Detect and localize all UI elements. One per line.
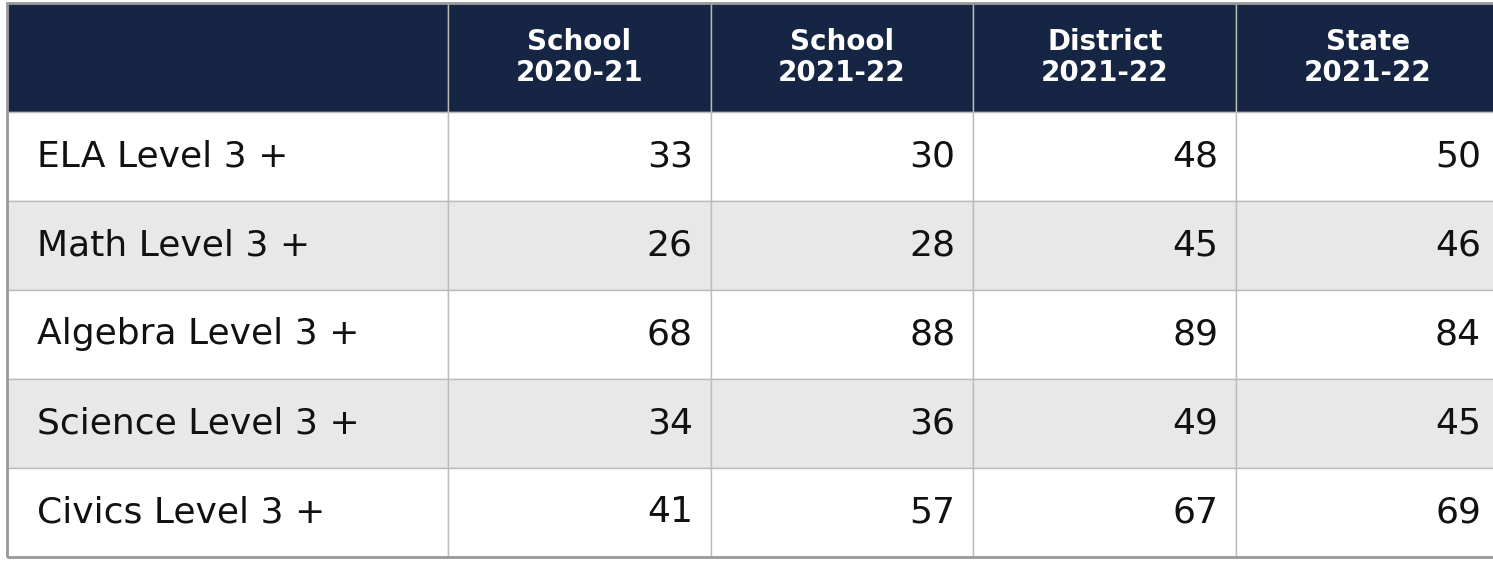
Text: 46: 46 bbox=[1435, 229, 1481, 263]
Bar bbox=[711, 112, 973, 201]
Bar bbox=[973, 290, 1236, 379]
Text: 68: 68 bbox=[646, 318, 693, 352]
Bar bbox=[1236, 201, 1493, 290]
Text: 49: 49 bbox=[1172, 406, 1218, 440]
Bar bbox=[711, 468, 973, 557]
Bar bbox=[7, 468, 448, 557]
Text: 48: 48 bbox=[1172, 140, 1218, 174]
Bar bbox=[1236, 468, 1493, 557]
Bar bbox=[7, 290, 448, 379]
Text: 30: 30 bbox=[909, 140, 956, 174]
Bar bbox=[7, 3, 448, 112]
Bar bbox=[448, 379, 711, 468]
Bar bbox=[1236, 379, 1493, 468]
Bar bbox=[448, 468, 711, 557]
Text: 34: 34 bbox=[646, 406, 693, 440]
Text: District: District bbox=[1047, 28, 1163, 56]
Text: School: School bbox=[790, 28, 894, 56]
Text: ELA Level 3 +: ELA Level 3 + bbox=[37, 140, 288, 174]
Text: 69: 69 bbox=[1435, 495, 1481, 529]
Bar bbox=[711, 379, 973, 468]
Text: 2021-22: 2021-22 bbox=[1041, 59, 1169, 87]
Bar bbox=[7, 379, 448, 468]
Bar bbox=[448, 201, 711, 290]
Bar bbox=[711, 290, 973, 379]
Text: 2021-22: 2021-22 bbox=[1303, 59, 1432, 87]
Text: 57: 57 bbox=[909, 495, 956, 529]
Text: Civics Level 3 +: Civics Level 3 + bbox=[37, 495, 325, 529]
Text: 50: 50 bbox=[1435, 140, 1481, 174]
Bar bbox=[711, 3, 973, 112]
Bar bbox=[448, 3, 711, 112]
Text: School: School bbox=[527, 28, 632, 56]
Bar bbox=[973, 112, 1236, 201]
Bar bbox=[973, 468, 1236, 557]
Bar bbox=[7, 201, 448, 290]
Text: State: State bbox=[1326, 28, 1409, 56]
Bar bbox=[973, 201, 1236, 290]
Bar bbox=[973, 3, 1236, 112]
Text: 28: 28 bbox=[909, 229, 956, 263]
Text: 45: 45 bbox=[1435, 406, 1481, 440]
Text: 2020-21: 2020-21 bbox=[515, 59, 643, 87]
Bar bbox=[448, 290, 711, 379]
Bar bbox=[1236, 290, 1493, 379]
Text: 89: 89 bbox=[1172, 318, 1218, 352]
Bar bbox=[973, 379, 1236, 468]
Text: 45: 45 bbox=[1172, 229, 1218, 263]
Text: 26: 26 bbox=[646, 229, 693, 263]
Bar bbox=[448, 112, 711, 201]
Text: 41: 41 bbox=[646, 495, 693, 529]
Text: 33: 33 bbox=[646, 140, 693, 174]
Text: Math Level 3 +: Math Level 3 + bbox=[37, 229, 311, 263]
Text: Algebra Level 3 +: Algebra Level 3 + bbox=[37, 318, 360, 352]
Bar bbox=[7, 112, 448, 201]
Text: 84: 84 bbox=[1435, 318, 1481, 352]
Text: 67: 67 bbox=[1172, 495, 1218, 529]
Text: 88: 88 bbox=[909, 318, 956, 352]
Bar bbox=[1236, 3, 1493, 112]
Bar bbox=[1236, 112, 1493, 201]
Bar bbox=[711, 201, 973, 290]
Text: 36: 36 bbox=[909, 406, 956, 440]
Text: Science Level 3 +: Science Level 3 + bbox=[37, 406, 360, 440]
Text: 2021-22: 2021-22 bbox=[778, 59, 906, 87]
